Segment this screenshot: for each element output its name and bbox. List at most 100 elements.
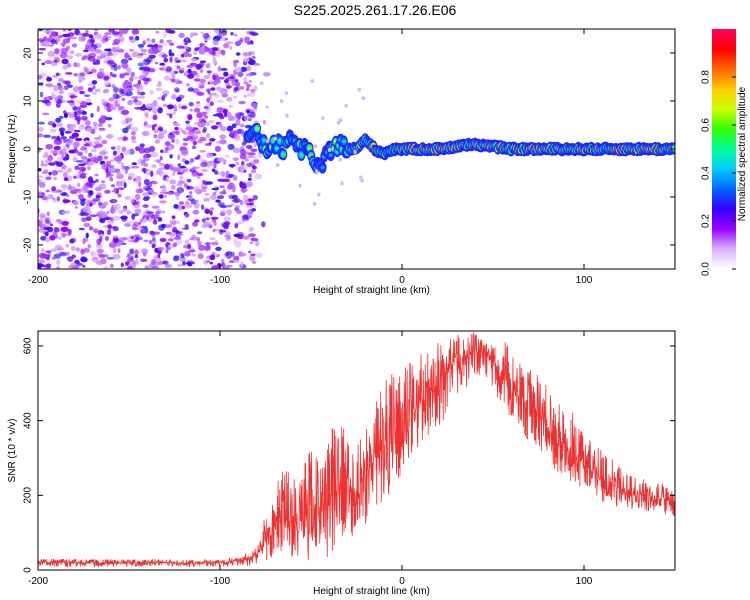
noise-cell [161,95,166,101]
noise-cell [213,221,217,226]
noise-cell [81,217,87,223]
noise-cell [229,104,233,108]
noise-cell [165,176,169,183]
noise-cell [77,76,86,81]
noise-cell [109,177,114,182]
noise-cell [83,94,91,97]
noise-cell [38,82,44,86]
noise-cell [208,119,215,124]
noise-cell [68,123,77,128]
noise-cell [80,146,88,151]
noise-cell [141,60,147,68]
noise-cell [130,71,135,78]
noise-cell [223,71,229,77]
noise-cell [232,157,239,162]
noise-cell [94,33,103,40]
noise-cell [249,198,254,205]
noise-cell [134,100,143,106]
noise-cell [246,87,250,92]
noise-cell [216,107,224,112]
noise-cell [178,32,185,39]
noise-cell [98,68,105,73]
noise-cell [53,140,62,146]
noise-cell [200,69,204,73]
noise-cell [149,230,155,235]
noise-cell [144,265,150,269]
noise-cell [100,163,108,170]
noise-cell [120,58,129,65]
noise-cell [141,167,147,173]
noise-cell [152,219,158,225]
noise-cell [151,205,160,209]
noise-cell [87,56,96,62]
noise-cell [107,52,114,57]
noise-cell [163,150,169,154]
noise-cell [142,77,150,82]
noise-cell [186,178,192,183]
noise-cell [50,149,57,155]
noise-cell [240,166,245,173]
noise-cell [50,248,57,252]
noise-cell [60,47,69,54]
noise-cell [150,259,156,265]
noise-cell [229,130,237,135]
noise-cell [128,57,133,61]
noise-cell [144,70,149,77]
noise-cell [38,126,44,133]
noise-cell [179,256,187,262]
noise-cell [132,180,141,184]
noise-cell [92,91,97,95]
noise-cell [60,226,69,232]
noise-cell [79,72,86,77]
noise-cell [175,233,184,237]
noise-cell [223,221,231,226]
noise-cell [60,136,68,140]
noise-cell [154,61,159,65]
noise-cell [52,231,58,236]
noise-cell [252,56,256,59]
noise-cell [130,126,139,133]
noise-cell [80,256,87,263]
noise-cell [51,135,58,140]
noise-cell [157,217,163,222]
noise-cell [48,162,56,166]
noise-cell [189,191,193,194]
noise-cell [85,248,91,254]
noise-cell [78,163,86,167]
noise-cell [252,194,258,201]
noise-cell [131,96,140,100]
noise-cell [166,104,175,110]
track-core [261,138,266,142]
noise-cell [122,136,129,141]
noise-cell [193,78,201,82]
noise-cell [222,90,228,93]
noise-cell [131,165,140,169]
noise-cell [71,43,78,48]
noise-cell [187,243,192,250]
noise-cell [114,156,123,162]
noise-cell [198,48,206,55]
noise-cell [107,224,112,230]
noise-cell [76,247,80,252]
noise-cell [172,172,176,176]
noise-cell [136,89,140,95]
colorbar-tick-label: 0.4 [701,166,712,180]
noise-cell [112,254,119,258]
track-core [307,146,312,150]
noise-cell [123,182,127,189]
noise-cell [198,157,206,162]
noise-cell [61,42,66,47]
noise-cell [108,241,117,248]
noise-cell [176,67,185,71]
noise-cell [62,172,68,178]
noise-cell [140,229,146,234]
top-xtick-label: -200 [28,275,48,286]
noise-cell [188,102,194,107]
noise-cell [59,251,68,257]
noise-cell [177,171,183,175]
noise-cell [178,201,185,205]
noise-cell [107,124,112,128]
noise-cell [153,129,159,134]
sparse-cell [310,79,315,84]
noise-cell [88,152,93,158]
